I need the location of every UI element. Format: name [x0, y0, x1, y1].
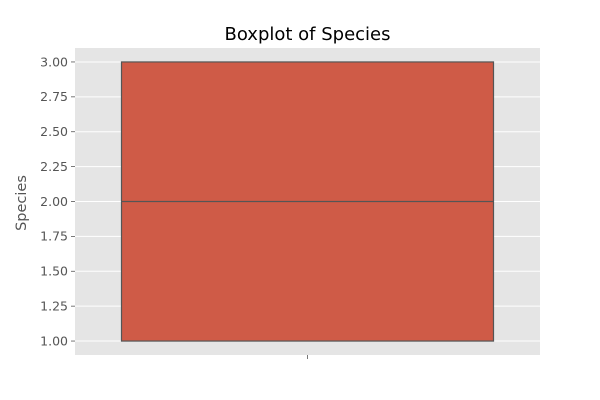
chart-title: Boxplot of Species: [224, 24, 390, 45]
y-tick-label: 2.50: [40, 124, 68, 139]
y-tick-label: 2.25: [40, 159, 68, 174]
y-tick-label: 2.00: [40, 194, 68, 209]
y-tick-label: 1.25: [40, 298, 68, 313]
y-tick-label: 1.75: [40, 229, 68, 244]
y-tick-label: 1.00: [40, 333, 68, 348]
y-axis-ticks: 1.00 1.25 1.50 1.75 2.00 2.25 2.50 2.75 3.00: [40, 54, 75, 348]
y-tick-label: 2.75: [40, 89, 68, 104]
y-axis-label: Species: [14, 175, 30, 231]
box-layer: [120, 61, 495, 342]
y-tick-label: 1.50: [40, 264, 68, 279]
y-tick-label: 3.00: [40, 54, 68, 69]
